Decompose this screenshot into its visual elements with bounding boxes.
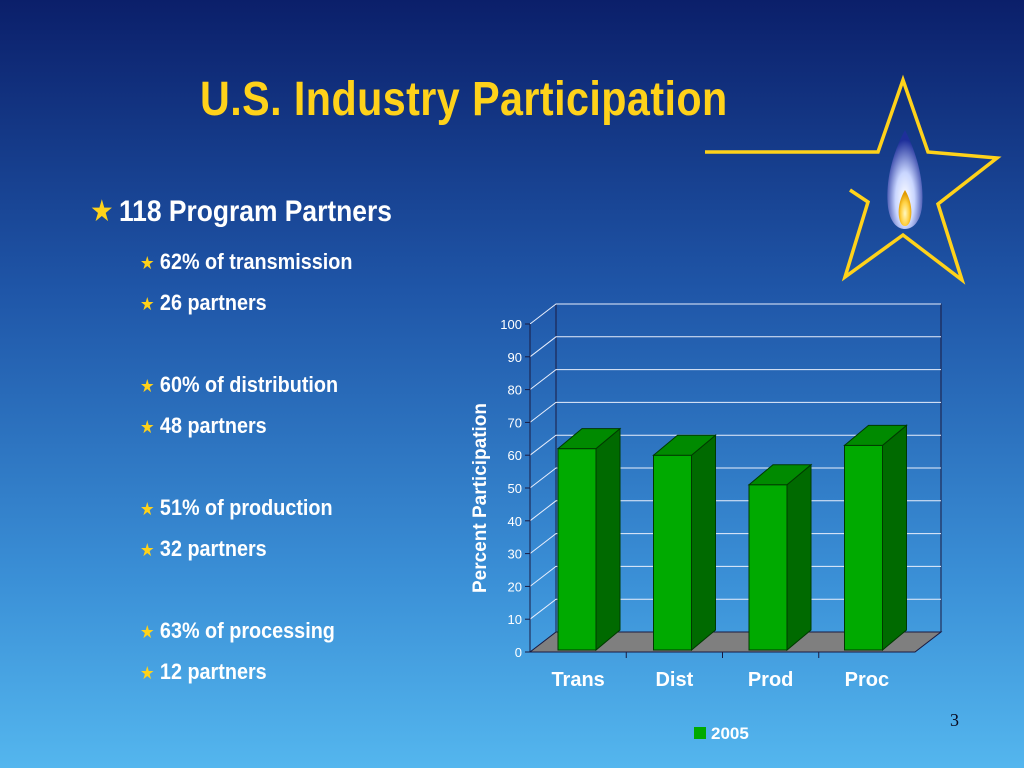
star-bullet-icon: ★ [140,540,155,560]
bar-prod [748,484,788,651]
bar-trans [557,448,597,651]
y-tick-label: 60 [508,448,522,463]
sub-bullet-production-partners: ★ 32 partners [140,536,267,561]
y-tick-label: 70 [508,415,522,430]
y-tick-label: 30 [508,547,522,562]
y-tick-label: 100 [500,317,522,332]
y-tick-label: 90 [508,350,522,365]
star-bullet-icon: ★ [140,499,155,519]
sub-bullet-processing-partners: ★ 12 partners [140,659,267,684]
y-tick-label: 20 [508,579,522,594]
y-tick-label: 40 [508,514,522,529]
bar-top-dist [652,434,717,456]
star-bullet-icon: ★ [140,622,155,642]
y-tick-label: 80 [508,383,522,398]
y-tick-label: 0 [515,645,522,660]
bar-top-proc [843,424,908,446]
star-flame-icon [705,74,1002,285]
gridline [529,533,941,554]
bullet-list: ★ 118 Program Partners ★ 62% of transmissi… [0,0,480,768]
sub-bullet-distribution-partners: ★ 48 partners [140,413,267,438]
sub-bullet-transmission-partners: ★ 26 partners [140,290,267,315]
y-tick-label: 10 [508,612,522,627]
sub-bullet-production: ★ 51% of production [140,495,333,520]
y-axis-title: Percent Participation [470,403,491,593]
bar-side-prod [786,463,812,652]
bar-side-dist [691,434,716,652]
gridline [529,401,941,423]
x-tick-label: Dist [655,669,693,691]
sub-bullet-transmission: ★ 62% of transmission [140,249,353,274]
star-bullet-icon: ★ [140,253,155,273]
bar-chart: 0 10 20 30 40 50 60 70 80 90 100 Trans Dist Prod Proc P… [470,303,943,743]
gridline [529,500,941,522]
gridline [529,369,941,390]
bar-side-trans [595,427,621,652]
x-tick-label: Trans [551,669,604,691]
star-bullet-icon: ★ [140,417,155,437]
bar-proc [844,444,883,651]
bar-top-trans [556,428,622,450]
gridline [529,565,941,587]
bar-top-prod [747,464,813,486]
page-number: 3 [950,710,959,730]
star-bullet-icon: ★ [140,294,155,314]
star-bullet-icon: ★ [140,376,155,396]
star-bullet-icon: ★ [90,195,114,228]
gridline [529,336,941,358]
bar-dist [653,454,692,651]
y-tick-label: 50 [508,481,522,496]
star-bullet-icon: ★ [140,663,155,683]
gridline [529,467,941,489]
gridline [529,303,941,325]
x-tick-label: Proc [845,669,889,691]
main-bullet: ★ 118 Program Partners [90,195,392,228]
slide-title: U.S. Industry Participation [200,73,728,126]
sub-bullet-distribution: ★ 60% of distribution [140,372,339,397]
legend-label: 2005 [711,724,749,743]
bar-side-proc [882,424,907,652]
gridline [529,434,941,456]
legend-swatch [694,727,706,739]
sub-bullet-processing: ★ 63% of processing [140,618,335,643]
x-tick-label: Prod [748,669,794,691]
gridline [529,598,941,620]
